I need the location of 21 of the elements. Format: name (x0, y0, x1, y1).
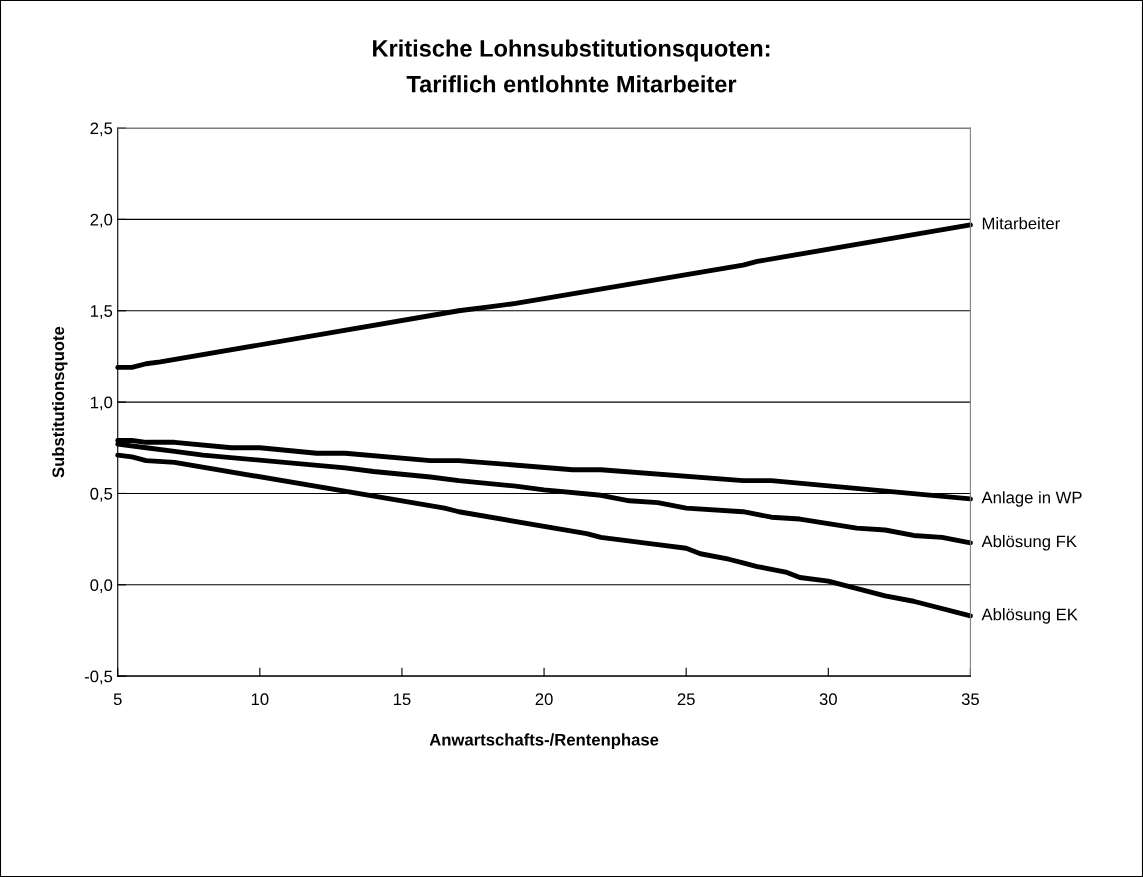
y-axis-title: Substitutionsquote (51, 326, 68, 478)
y-tick-label: 0,5 (90, 487, 113, 502)
x-tick-label: 10 (251, 693, 269, 706)
series-label: Anlage in WP (981, 491, 1082, 507)
series-label: Ablösung FK (981, 535, 1077, 551)
y-tick-label: 0,0 (90, 579, 113, 593)
x-axis-title: Anwartschafts-/Rentenphase (429, 733, 659, 749)
y-tick-label: 2,0 (90, 213, 113, 228)
x-tick-label: 20 (535, 693, 553, 706)
x-tick-label: 35 (961, 693, 979, 706)
x-tick-label: 30 (819, 693, 837, 706)
y-tick-label: 1,5 (90, 305, 113, 319)
x-tick-label: 25 (677, 693, 695, 706)
y-tick-label: 2,5 (90, 122, 113, 137)
series-label: Ablösung EK (981, 608, 1078, 624)
y-tick-label: 1,0 (90, 396, 113, 411)
series-label: Mitarbeiter (982, 217, 1060, 230)
x-tick-label: 5 (113, 693, 122, 706)
x-tick-label: 15 (393, 693, 411, 706)
y-tick-label: -0,5 (84, 670, 113, 685)
chart-title: Kritische Lohnsubstitutionsquoten: Tariflich entlohnte Mitarbeiter (373, 39, 770, 93)
